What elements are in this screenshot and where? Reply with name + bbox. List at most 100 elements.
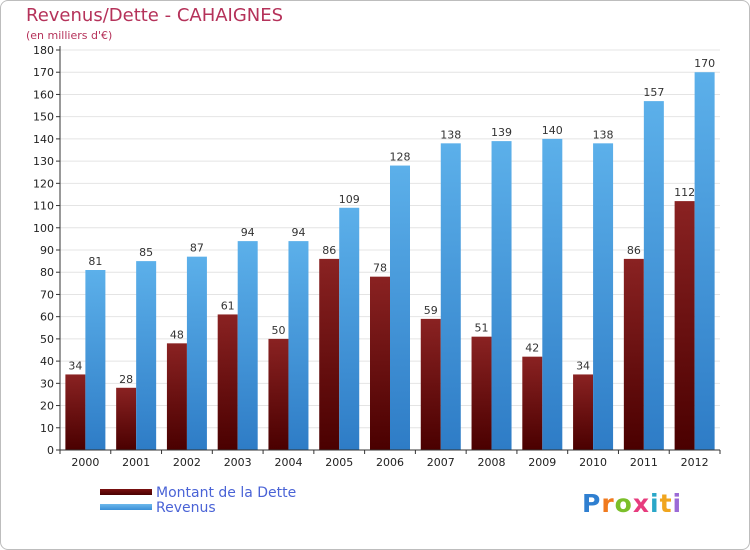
data-label: 51 — [475, 322, 489, 335]
data-label: 61 — [221, 299, 235, 312]
legend-swatch-dette — [100, 489, 152, 495]
logo-letter: x — [632, 489, 650, 518]
data-label: 28 — [119, 373, 133, 386]
bar-dette — [420, 318, 441, 450]
logo-letter: t — [659, 489, 673, 518]
logo-letter: r — [601, 489, 615, 518]
data-label: 94 — [291, 226, 305, 239]
bar-dette — [623, 258, 644, 450]
bar-revenus — [643, 101, 664, 450]
data-label: 128 — [390, 151, 411, 164]
y-tick-label: 50 — [40, 333, 54, 346]
bar-revenus — [440, 143, 461, 451]
bar-dette — [319, 258, 340, 450]
data-label: 86 — [627, 244, 641, 257]
bar-revenus — [694, 72, 715, 450]
y-tick-label: 170 — [33, 66, 54, 79]
data-label: 48 — [170, 328, 184, 341]
legend-label-revenus: Revenus — [156, 500, 216, 516]
bar-dette — [65, 374, 86, 450]
x-tick-label: 2011 — [630, 456, 658, 469]
y-tick-label: 120 — [33, 177, 54, 190]
data-label: 87 — [190, 242, 204, 255]
bar-revenus — [542, 138, 563, 450]
x-tick-label: 2006 — [376, 456, 404, 469]
y-tick-label: 90 — [40, 244, 54, 257]
y-tick-label: 160 — [33, 88, 54, 101]
x-tick-label: 2008 — [478, 456, 506, 469]
x-tick-label: 2009 — [528, 456, 556, 469]
x-tick-label: 2000 — [71, 456, 99, 469]
x-tick-label: 2010 — [579, 456, 607, 469]
logo-letter: P — [582, 489, 602, 518]
data-label: 78 — [373, 262, 387, 275]
data-label: 85 — [139, 246, 153, 259]
bar-revenus — [593, 143, 614, 451]
y-tick-label: 20 — [40, 400, 54, 413]
y-tick-label: 150 — [33, 111, 54, 124]
bar-dette — [674, 201, 695, 450]
y-tick-label: 40 — [40, 355, 54, 368]
y-tick-label: 70 — [40, 288, 54, 301]
data-label: 140 — [542, 124, 563, 137]
y-tick-label: 140 — [33, 133, 54, 146]
x-tick-label: 2001 — [122, 456, 150, 469]
legend-swatch-revenus — [100, 504, 152, 510]
data-label: 34 — [68, 359, 82, 372]
bar-revenus — [85, 270, 106, 450]
y-tick-label: 30 — [40, 377, 54, 390]
y-tick-label: 100 — [33, 222, 54, 235]
bar-dette — [522, 356, 543, 450]
data-label: 42 — [525, 342, 539, 355]
y-tick-label: 60 — [40, 311, 54, 324]
data-label: 94 — [241, 226, 255, 239]
data-label: 81 — [88, 255, 102, 268]
bar-dette — [166, 343, 187, 450]
bar-dette — [471, 336, 492, 450]
data-label: 112 — [674, 186, 695, 199]
x-tick-label: 2007 — [427, 456, 455, 469]
x-tick-label: 2002 — [173, 456, 201, 469]
bar-revenus — [136, 261, 157, 450]
data-label: 109 — [339, 193, 360, 206]
chart-title: Revenus/Dette - CAHAIGNES — [26, 5, 284, 26]
bar-revenus — [390, 165, 410, 451]
data-label: 157 — [643, 86, 664, 99]
data-label: 34 — [576, 359, 590, 372]
x-tick-label: 2012 — [681, 456, 709, 469]
bar-revenus — [339, 207, 360, 450]
y-tick-label: 0 — [47, 444, 54, 457]
bar-dette — [573, 374, 594, 450]
proxiti-logo: Proxiti — [582, 489, 682, 518]
data-label: 138 — [440, 128, 461, 141]
bar-dette — [217, 314, 238, 450]
x-tick-label: 2005 — [325, 456, 353, 469]
chart-subtitle: (en milliers d'€) — [26, 29, 113, 42]
y-tick-label: 130 — [33, 155, 54, 168]
bar-dette — [116, 387, 137, 450]
data-label: 170 — [694, 57, 715, 70]
bar-revenus — [237, 241, 258, 450]
y-tick-label: 80 — [40, 266, 54, 279]
y-axis: 0 10 20 30 40 50 60 70 80 90 100 110 120 130 140 150 160… — [33, 44, 61, 457]
legend-label-dette: Montant de la Dette — [156, 485, 297, 501]
x-tick-label: 2004 — [274, 456, 302, 469]
data-label: 50 — [271, 324, 285, 337]
x-tick-label: 2003 — [224, 456, 252, 469]
y-tick-label: 110 — [33, 200, 54, 213]
bar-revenus — [491, 141, 512, 450]
data-label: 59 — [424, 304, 438, 317]
data-label: 86 — [322, 244, 336, 257]
bar-dette — [370, 276, 390, 450]
data-label: 138 — [593, 128, 614, 141]
bar-revenus — [186, 256, 207, 450]
x-axis: 2000 2001 2002 2003 2004 2005 2006 2007 2008 2009… — [59, 449, 721, 469]
y-tick-label: 10 — [40, 422, 54, 435]
bars: 34 81 28 85 48 87 61 94 50 94 86 109 78 128 59 138 51 139… — [65, 57, 715, 451]
logo-letter: o — [614, 489, 633, 518]
logo-letter: i — [672, 489, 683, 518]
data-label: 139 — [491, 126, 512, 139]
bar-revenus — [288, 241, 309, 450]
bar-dette — [268, 338, 289, 450]
